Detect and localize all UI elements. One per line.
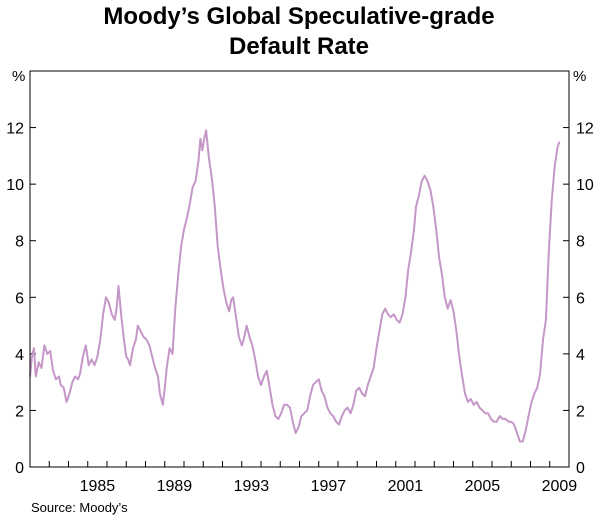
x-tick-label-1989: 1989 <box>157 478 193 495</box>
right-y-tick-label-6: 6 <box>576 290 585 307</box>
plot-frame <box>29 70 570 468</box>
left-y-tick-label-8: 8 <box>15 234 24 251</box>
right-y-tick-label-10: 10 <box>576 177 594 194</box>
left-y-tick-label-6: 6 <box>15 290 24 307</box>
x-tick-label-1985: 1985 <box>80 478 116 495</box>
left-y-tick-label-0: 0 <box>15 460 24 477</box>
right-y-tick-label-2: 2 <box>576 403 585 420</box>
chart-title-line-2: Default Rate <box>228 33 370 60</box>
right-y-tick-label-4: 4 <box>576 347 585 364</box>
x-tick-label-1997: 1997 <box>311 478 347 495</box>
right-axis-unit: % <box>573 68 587 85</box>
right-y-tick-label-12: 12 <box>576 121 594 138</box>
right-y-tick-label-8: 8 <box>576 234 585 251</box>
x-tick-label-2005: 2005 <box>465 478 501 495</box>
left-y-tick-label-10: 10 <box>6 177 24 194</box>
right-y-tick-label-0: 0 <box>576 460 585 477</box>
chart-title-line-1: Moody’s Global Speculative-grade <box>103 3 495 30</box>
chart-title: Moody’s Global Speculative-grade Default… <box>0 2 598 62</box>
default-rate-series-line <box>29 129 561 443</box>
x-axis: 1985 1989 1993 1997 2001 2005 2009 <box>29 461 578 495</box>
right-y-axis: 0 2 4 6 8 10 12 <box>563 121 594 477</box>
left-y-tick-label-12: 12 <box>6 121 24 138</box>
x-tick-label-2009: 2009 <box>542 478 578 495</box>
source-note: Source: Moody’s <box>31 500 128 515</box>
x-tick-label-1993: 1993 <box>234 478 270 495</box>
left-y-tick-label-2: 2 <box>15 403 24 420</box>
left-y-axis: 0 2 4 6 8 10 12 <box>6 121 36 477</box>
left-axis-unit: % <box>12 68 26 85</box>
x-tick-label-2001: 2001 <box>388 478 424 495</box>
left-y-tick-label-4: 4 <box>15 347 24 364</box>
